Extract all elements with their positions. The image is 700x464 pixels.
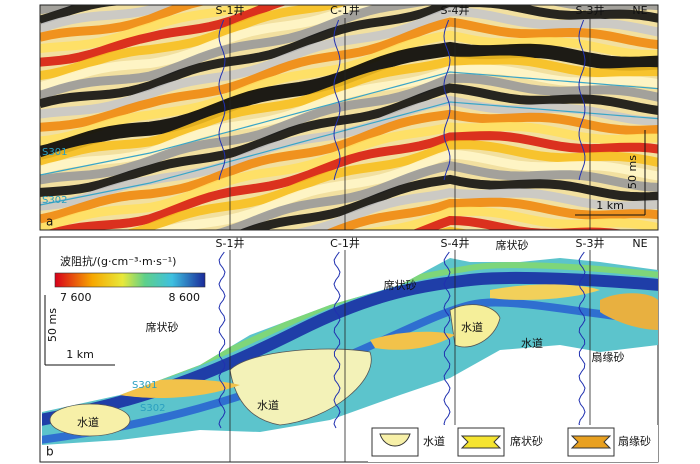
legend-label: 扇缘砂 [618, 434, 651, 448]
well-log [333, 251, 341, 429]
facies-label: 水道 [521, 336, 543, 350]
legend-label: 水道 [423, 434, 445, 448]
well-label: S-3井 [576, 3, 605, 17]
reflector [40, 5, 658, 109]
reflector [40, 30, 658, 146]
fan-sand [600, 293, 658, 330]
legend-symbol [379, 433, 411, 447]
reflector [40, 83, 658, 197]
panel-label: b [46, 445, 54, 459]
reflector [40, 5, 264, 53]
horizon [40, 101, 658, 206]
sheet-sand [370, 331, 455, 350]
scale-time: 50 ms [626, 155, 639, 189]
reflector [238, 174, 658, 230]
reflector [40, 5, 658, 100]
well-label: C-1井 [330, 236, 360, 250]
channel [449, 304, 501, 348]
direction: NE [632, 4, 647, 17]
well-log [443, 251, 451, 429]
colorbar [54, 272, 206, 288]
channel [229, 348, 372, 426]
legend-box [371, 427, 419, 457]
well-log [443, 19, 451, 181]
legend-label: 席状砂 [510, 434, 543, 448]
reflector [214, 161, 658, 230]
reflector [40, 121, 658, 230]
well-log [333, 19, 341, 181]
reflector [40, 41, 658, 160]
facies-label: 席状砂 [384, 278, 417, 292]
horizon [40, 71, 658, 176]
reflector [40, 7, 658, 119]
well-log [578, 19, 586, 181]
reflector [290, 188, 658, 230]
wells [44, 18, 591, 462]
horizon-label: S301 [132, 380, 157, 391]
well-log [218, 19, 226, 181]
facies-label: 席状砂 [496, 238, 529, 252]
well-label: S-1井 [216, 236, 245, 250]
facies-label: 水道 [77, 415, 99, 429]
reflector [40, 17, 658, 132]
impedance-section [42, 258, 658, 445]
reflector [47, 131, 658, 230]
horizon-label: S301 [42, 147, 67, 158]
reflector [358, 206, 658, 230]
reflector [40, 5, 178, 33]
reflector [40, 73, 658, 185]
facies-label: 水道 [461, 320, 483, 334]
seismic-section [40, 5, 658, 230]
reflector [40, 109, 658, 224]
facies-label: 席状砂 [146, 320, 179, 334]
colorbar-min: 7 600 [60, 291, 92, 304]
reflector [40, 55, 658, 167]
colorbar-max: 8 600 [169, 291, 201, 304]
sheet-sand [490, 284, 600, 300]
panel-label: a [46, 215, 53, 229]
legend-box [457, 427, 505, 457]
reflector [40, 5, 372, 92]
facies-label: 扇缘砂 [592, 350, 625, 364]
channel [49, 403, 131, 437]
horizon-label: S302 [140, 403, 165, 414]
legend-symbol [570, 435, 612, 449]
panel-a-frame [39, 4, 659, 231]
reflector [325, 197, 658, 230]
well-log [218, 251, 226, 429]
well-label: S-3井 [576, 236, 605, 250]
reflector [40, 5, 287, 67]
impedance-layers [42, 262, 658, 444]
well-label: C-1井 [330, 3, 360, 17]
well-log [578, 251, 586, 429]
legend: 水道 席状砂 扇缘砂 [368, 425, 658, 462]
scale-distance: 1 km [596, 199, 624, 212]
horizon-label: S302 [42, 195, 67, 206]
legend-symbol [460, 435, 502, 449]
scale-distance: 1 km [66, 348, 94, 361]
legend-box [567, 427, 615, 457]
well-label: S-4井 [441, 3, 470, 17]
reflector [40, 5, 206, 42]
reflector [153, 149, 658, 230]
well-label: S-1井 [216, 3, 245, 17]
reflector [40, 5, 349, 81]
reflector [40, 95, 658, 211]
well-label: S-4井 [441, 236, 470, 250]
facies-label: 水道 [257, 398, 279, 412]
sheet-sand [120, 379, 240, 398]
direction: NE [632, 237, 647, 250]
scale-time: 50 ms [46, 308, 59, 342]
colorbar-title: 波阻抗/(g·cm⁻³·m·s⁻¹) [60, 254, 176, 268]
